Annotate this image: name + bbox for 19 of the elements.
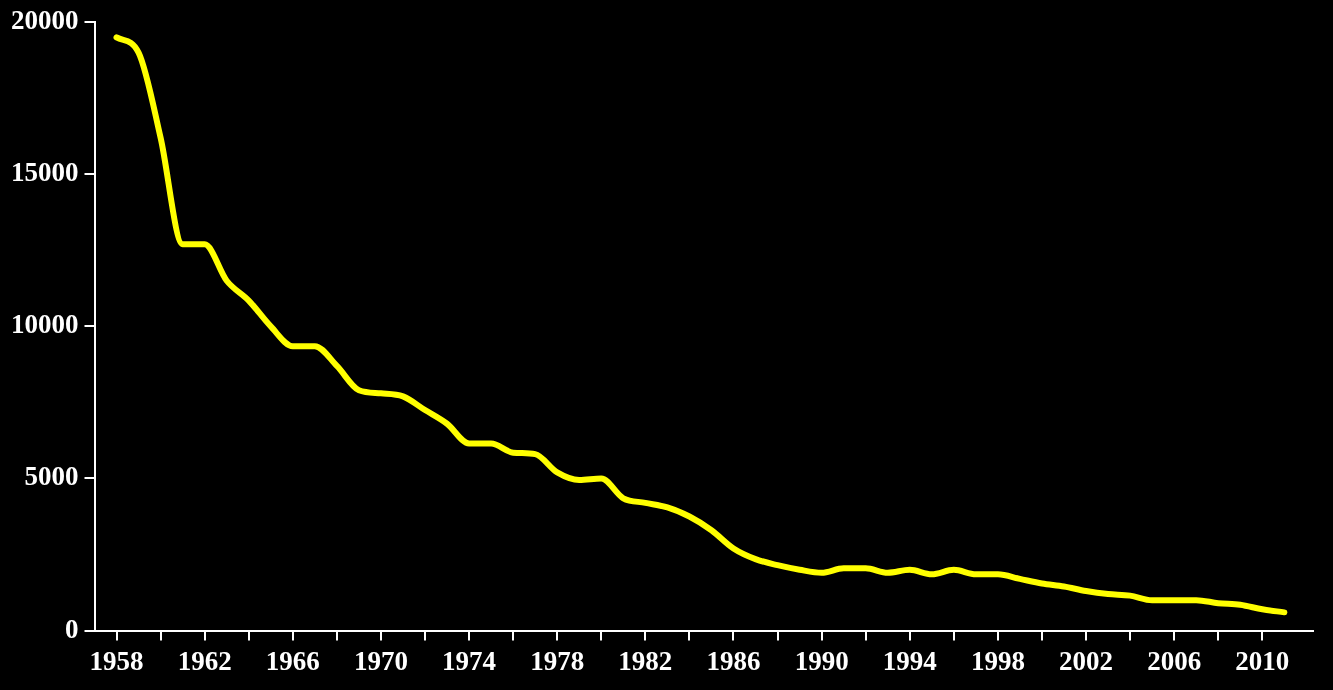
x-tick-label: 2002 <box>1059 645 1114 676</box>
y-tick-label: 10000 <box>11 309 79 340</box>
x-tick-label: 1958 <box>89 645 144 676</box>
y-tick-label: 0 <box>65 613 79 644</box>
x-tick-label: 1982 <box>618 645 673 676</box>
x-tick-label: 2010 <box>1235 645 1290 676</box>
x-tick-label: 1986 <box>706 645 761 676</box>
x-tick-label: 1970 <box>353 645 408 676</box>
x-tick-label: 1978 <box>530 645 585 676</box>
y-tick-label: 15000 <box>11 157 79 188</box>
x-tick-label: 1974 <box>442 645 497 676</box>
x-tick-label: 2006 <box>1147 645 1202 676</box>
x-tick-label: 1998 <box>970 645 1025 676</box>
x-tick-label: 1966 <box>265 645 320 676</box>
x-tick-label: 1994 <box>882 645 937 676</box>
x-tick-label: 1962 <box>177 645 232 676</box>
y-tick-label: 20000 <box>11 5 79 36</box>
y-tick-label: 5000 <box>24 461 79 492</box>
x-tick-label: 1990 <box>794 645 849 676</box>
